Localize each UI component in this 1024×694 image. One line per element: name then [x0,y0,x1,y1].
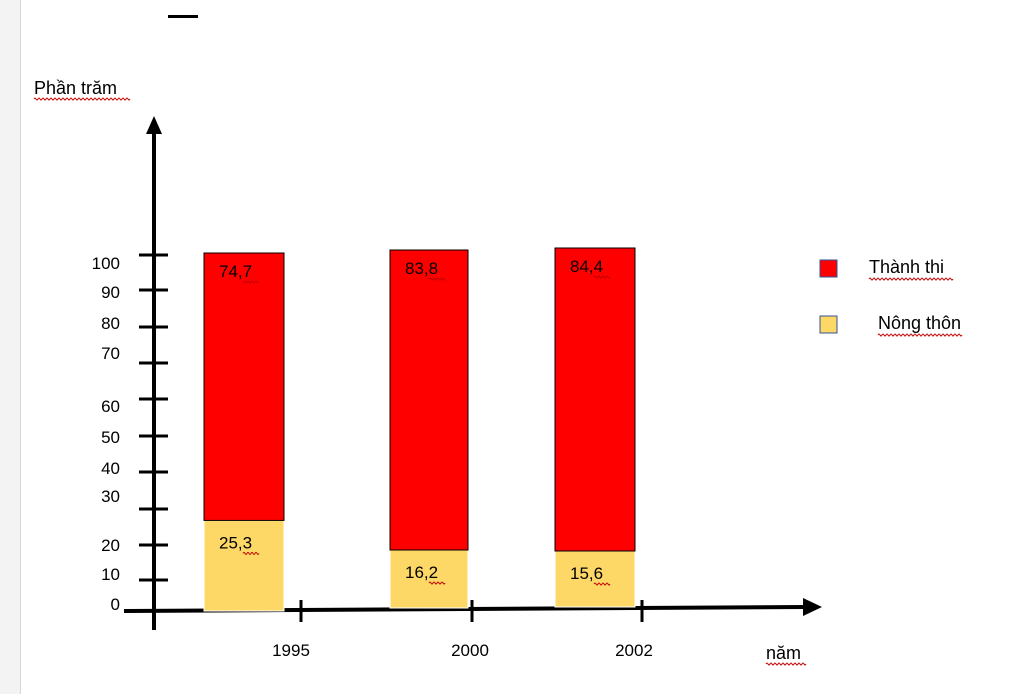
y-tick-label: 80 [101,314,120,333]
y-tick-label: 60 [101,397,120,416]
y-axis-title: Phần trăm [34,78,117,98]
x-axis-title: năm [766,643,801,663]
bar-segment-thanh-thi [203,252,285,521]
dash-mark [168,15,198,18]
bar-value-label: 16,2 [405,563,438,582]
spellcheck-underline [877,333,963,337]
spellcheck-underline [765,662,807,666]
spellcheck-underline [428,277,446,281]
y-tick-label: 40 [101,459,120,478]
y-tick-label: 70 [101,344,120,363]
y-tick-label: 30 [101,487,120,506]
x-tick-label: 2002 [615,641,653,660]
spellcheck-underline [242,280,260,284]
bar-segment-nong-thon [203,519,285,612]
spellcheck-underline [33,97,131,101]
legend-label: Thành thi [869,257,944,277]
spellcheck-underline [428,581,446,585]
bar-value-label: 74,7 [219,262,252,281]
spellcheck-underline [593,582,611,586]
legend-label: Nông thôn [878,313,961,333]
spellcheck-underline [242,551,260,555]
bar-segment-nong-thon [389,549,469,609]
y-tick-label: 20 [101,536,120,555]
bar-segment-thanh-thi [554,247,636,552]
bar-value-label: 25,3 [219,533,252,552]
x-tick-label: 1995 [272,641,310,660]
document-page-edge [0,0,21,694]
legend-swatch [819,259,838,278]
bar-value-label: 83,8 [405,259,438,278]
legend-swatch [819,315,838,334]
y-tick-label: 50 [101,428,120,447]
bar-segment-thanh-thi [389,249,469,551]
y-tick-label: 100 [92,254,120,273]
y-tick-label: 0 [111,595,120,614]
y-tick-label: 10 [101,565,120,584]
spellcheck-underline [593,275,611,279]
bar-segment-nong-thon [554,550,636,608]
spellcheck-underline [868,277,954,281]
x-axis-arrow [803,598,822,616]
y-axis-arrow [146,116,162,134]
bar-value-label: 84,4 [570,257,603,276]
x-tick-label: 2000 [451,641,489,660]
bar-value-label: 15,6 [570,564,603,583]
y-tick-label: 90 [101,283,120,302]
